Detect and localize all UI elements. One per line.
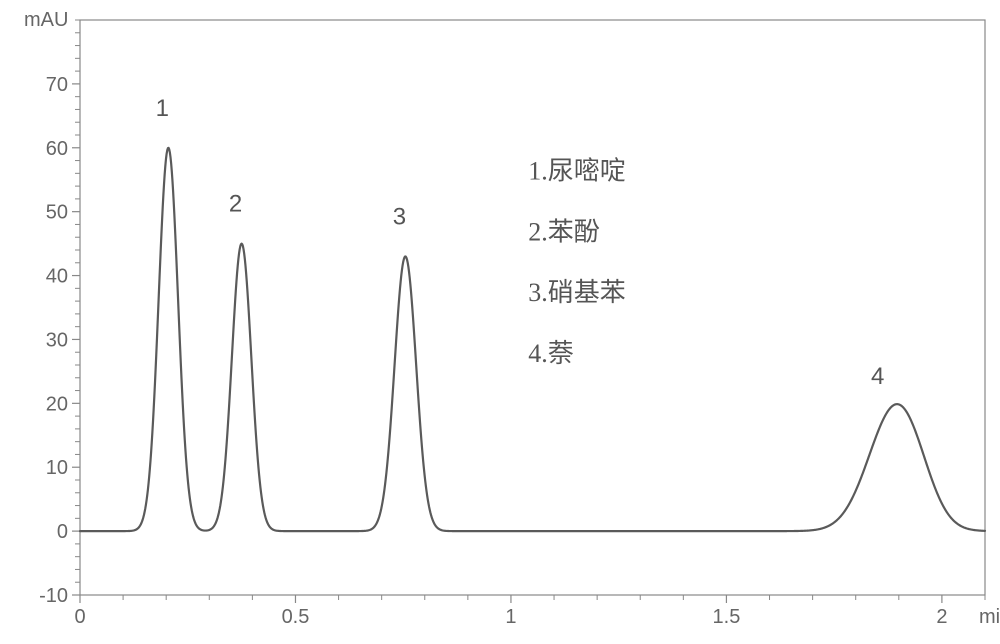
y-axis-unit: mAU bbox=[24, 9, 68, 31]
peak-number-label: 1 bbox=[156, 95, 169, 122]
y-tick-label: 50 bbox=[46, 202, 68, 224]
x-tick-label: 0.5 bbox=[282, 606, 310, 628]
y-tick-label: 10 bbox=[46, 457, 68, 479]
x-tick-label: 1 bbox=[505, 606, 516, 628]
chart-svg: 0 0.5 1 1.5 2 -10 0 10 20 30 40 50 60 70 mAU mir 1 2 3 4 1.尿… bbox=[0, 0, 1000, 644]
y-tick-label: 70 bbox=[46, 74, 68, 96]
legend-item: 2.苯酚 bbox=[528, 217, 600, 246]
x-tick-label: 2 bbox=[936, 606, 947, 628]
y-tick-label: 40 bbox=[46, 266, 68, 288]
y-tick-label: 60 bbox=[46, 138, 68, 160]
chromatogram-chart: 0 0.5 1 1.5 2 -10 0 10 20 30 40 50 60 70 mAU mir 1 2 3 4 1.尿… bbox=[0, 0, 1000, 644]
x-tick-label: 1.5 bbox=[713, 606, 741, 628]
peak-number-label: 2 bbox=[229, 191, 242, 218]
x-tick-label: 0 bbox=[74, 606, 85, 628]
legend-item: 4.萘 bbox=[528, 339, 574, 368]
peak-number-label: 3 bbox=[393, 203, 406, 230]
peak-number-label: 4 bbox=[871, 363, 884, 390]
y-tick-label: -10 bbox=[39, 585, 68, 607]
legend-item: 1.尿嘧啶 bbox=[528, 157, 626, 186]
y-tick-label: 20 bbox=[46, 393, 68, 415]
legend-item: 3.硝基苯 bbox=[528, 278, 626, 307]
y-tick-label: 30 bbox=[46, 329, 68, 351]
x-axis-unit: mir bbox=[979, 606, 1000, 628]
y-tick-label: 0 bbox=[57, 521, 68, 543]
